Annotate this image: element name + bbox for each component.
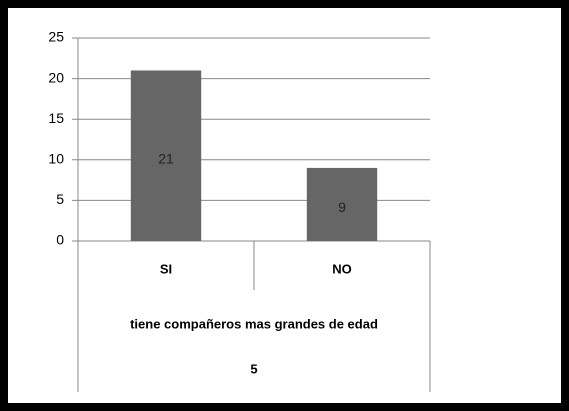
data-label: 21 (158, 150, 174, 166)
y-tick-label: 5 (56, 191, 64, 207)
data-label: 9 (338, 199, 346, 215)
y-tick-label: 0 (56, 232, 64, 248)
x-tick-label: NO (332, 261, 352, 276)
group-label: 5 (250, 361, 257, 376)
y-tick-label: 15 (48, 110, 64, 126)
x-axis-label: tiene compañeros mas grandes de edad (130, 316, 378, 331)
y-tick-label: 10 (48, 151, 64, 167)
x-tick-label: SI (160, 261, 172, 276)
y-tick-label: 20 (48, 69, 64, 85)
bar (306, 167, 378, 241)
y-tick-label: 25 (48, 29, 64, 45)
bar (130, 70, 202, 241)
